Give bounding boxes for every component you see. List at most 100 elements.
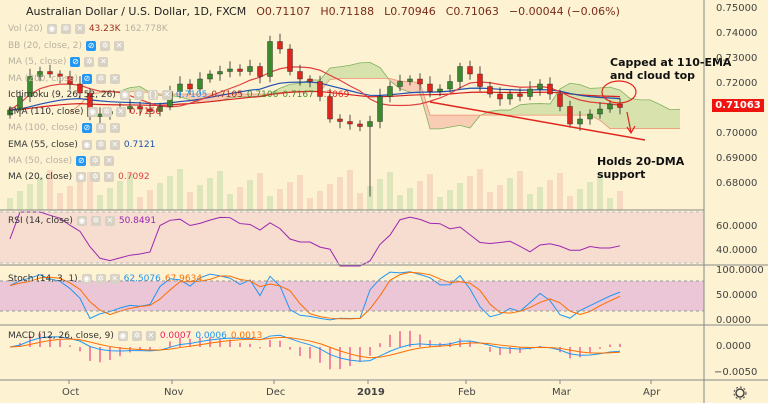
close-icon[interactable]: ✕: [145, 331, 156, 341]
volume-bar: [437, 197, 443, 210]
gear-icon[interactable]: ✲: [95, 140, 106, 150]
eye-icon[interactable]: ◉: [81, 274, 92, 284]
hidden-eye-icon[interactable]: ⊘: [70, 57, 81, 67]
legend-value: 0.0007: [159, 331, 192, 341]
gear-icon[interactable]: ✲: [95, 274, 106, 284]
legend-label: Vol (20): [8, 24, 43, 34]
legend-value: 0.7105: [211, 90, 243, 100]
eye-icon[interactable]: ◉: [76, 216, 87, 226]
gear-icon[interactable]: ✲: [60, 24, 71, 34]
legend-value: 162.778K: [124, 24, 168, 34]
candle-down: [67, 76, 73, 85]
annotation-holds: Holds 20-DMA support: [597, 155, 684, 181]
legend-value: 0.7106: [246, 90, 279, 100]
hidden-eye-icon[interactable]: ⊘: [81, 123, 92, 133]
resistance-circle: [601, 80, 637, 104]
volume-bar: [327, 184, 333, 210]
volume-bar: [537, 187, 543, 210]
legend-ma50[interactable]: MA (50, close) ⊘ ✲ ✕: [8, 156, 115, 166]
close-icon[interactable]: ✕: [104, 156, 115, 166]
hidden-eye-icon[interactable]: ⊘: [76, 156, 87, 166]
candle-down: [77, 83, 83, 94]
change-value: −0.00044 (−0.06%): [508, 5, 620, 18]
volume-bar: [167, 176, 173, 210]
close-icon[interactable]: ✕: [109, 274, 120, 284]
eye-icon[interactable]: ◉: [87, 107, 98, 117]
candle-up: [537, 83, 543, 90]
eye-icon[interactable]: ◉: [117, 331, 128, 341]
gear-icon[interactable]: ✲: [100, 41, 111, 51]
close-icon[interactable]: ✕: [74, 24, 85, 34]
gear-icon[interactable]: ✲: [95, 123, 106, 133]
volume-bar: [257, 173, 263, 210]
legend-rsi[interactable]: RSI (14, close) ◉ ✲ ✕ 50.8491: [8, 216, 156, 226]
close-icon[interactable]: ✕: [115, 107, 126, 117]
legend-bb[interactable]: BB (20, close, 2) ⊘ ✲ ✕: [8, 41, 125, 51]
eye-icon[interactable]: ◉: [119, 90, 130, 100]
eye-icon[interactable]: ◉: [46, 24, 57, 34]
volume-bar: [7, 198, 13, 210]
candle-down: [517, 93, 523, 97]
close-icon[interactable]: ✕: [109, 74, 120, 84]
hidden-eye-icon[interactable]: ⊘: [86, 41, 97, 51]
candle-up: [267, 41, 273, 77]
legend-value: 67.9634: [164, 274, 203, 284]
hidden-eye-icon[interactable]: ⊘: [81, 74, 92, 84]
legend-ema55[interactable]: EMA (55, close) ◉ ✲ ✕ 0.7121: [8, 140, 155, 150]
candle-up: [157, 106, 163, 112]
ichimoku-cloud-segment: [430, 115, 440, 129]
candle-up: [7, 109, 13, 116]
legend-label: MA (5, close): [8, 57, 67, 67]
eye-icon[interactable]: ◉: [81, 140, 92, 150]
close-icon[interactable]: ✕: [104, 172, 115, 182]
gear-icon[interactable]: ✲: [133, 90, 144, 100]
gear-icon[interactable]: ✲: [101, 107, 112, 117]
volume-bar: [507, 178, 513, 210]
legend-label: Ichimoku (9, 26, 52, 26): [8, 90, 116, 100]
price-tick: 0.72000: [716, 78, 758, 89]
legend-ma20[interactable]: MA (20, close) ◉ ✲ ✕ 0.7092: [8, 172, 150, 182]
down-arrow-icon: [626, 111, 636, 135]
candle-up: [457, 66, 463, 82]
ichimoku-cloud-segment: [650, 99, 660, 129]
legend-ma5[interactable]: MA (5, close) ⊘ ✲ ✕: [8, 57, 109, 67]
candle-down: [477, 73, 483, 87]
legend-stoch[interactable]: Stoch (14, 3, 1) ◉ ✲ ✕ 62.5076 67.9634: [8, 274, 202, 284]
stoch-tick: 100.0000: [716, 265, 764, 276]
close-icon[interactable]: ✕: [161, 90, 172, 100]
candle-up: [607, 103, 613, 110]
volume-bar: [547, 180, 553, 210]
candle-up: [367, 121, 373, 127]
volume-bar: [237, 187, 243, 210]
gear-icon[interactable]: ✲: [90, 156, 101, 166]
ichimoku-cloud-segment: [300, 79, 310, 93]
close-icon[interactable]: ✕: [109, 140, 120, 150]
settings-gear-icon[interactable]: [733, 386, 747, 400]
ichimoku-cloud-segment: [660, 104, 670, 129]
legend-ma200[interactable]: MA (200, close) ⊘ ✲ ✕: [8, 74, 120, 84]
gear-icon[interactable]: ✲: [84, 57, 95, 67]
close-icon[interactable]: ✕: [104, 216, 115, 226]
annotation-line: and cloud top: [610, 69, 696, 82]
legend-ichimoku[interactable]: Ichimoku (9, 26, 52, 26) ◉ ✲{} ✕ 0.7105 0.710…: [8, 90, 349, 100]
legend-ma100[interactable]: MA (100, close) ⊘ ✲ ✕: [8, 123, 120, 133]
source-icon[interactable]: {}: [147, 90, 159, 100]
candle-down: [567, 106, 573, 125]
eye-icon[interactable]: ◉: [76, 172, 87, 182]
legend-macd[interactable]: MACD (12, 26, close, 9) ◉ ✲ ✕ 0.0007 0.0006 0.…: [8, 331, 262, 341]
gear-icon[interactable]: ✲: [90, 216, 101, 226]
macd-signal-line: [9, 336, 621, 359]
price-tick: 0.68000: [716, 178, 758, 189]
close-icon[interactable]: ✕: [98, 57, 109, 67]
close-icon[interactable]: ✕: [109, 123, 120, 133]
legend-vol[interactable]: Vol (20) ◉ ✲ ✕ 43.23K 162.778K: [8, 24, 168, 34]
gear-icon[interactable]: ✲: [90, 172, 101, 182]
legend-ema110[interactable]: EMA (110, close) ◉ ✲ ✕ 0.7150: [8, 107, 161, 117]
symbol-title[interactable]: Australian Dollar / U.S. Dollar, 1D, FXC…: [26, 5, 247, 18]
gear-icon[interactable]: ✲: [95, 74, 106, 84]
legend-value: 0.0006: [195, 331, 227, 341]
close-icon[interactable]: ✕: [114, 41, 125, 51]
gear-icon[interactable]: ✲: [131, 331, 142, 341]
annotation-capped: Capped at 110-EMA and cloud top: [610, 56, 731, 82]
